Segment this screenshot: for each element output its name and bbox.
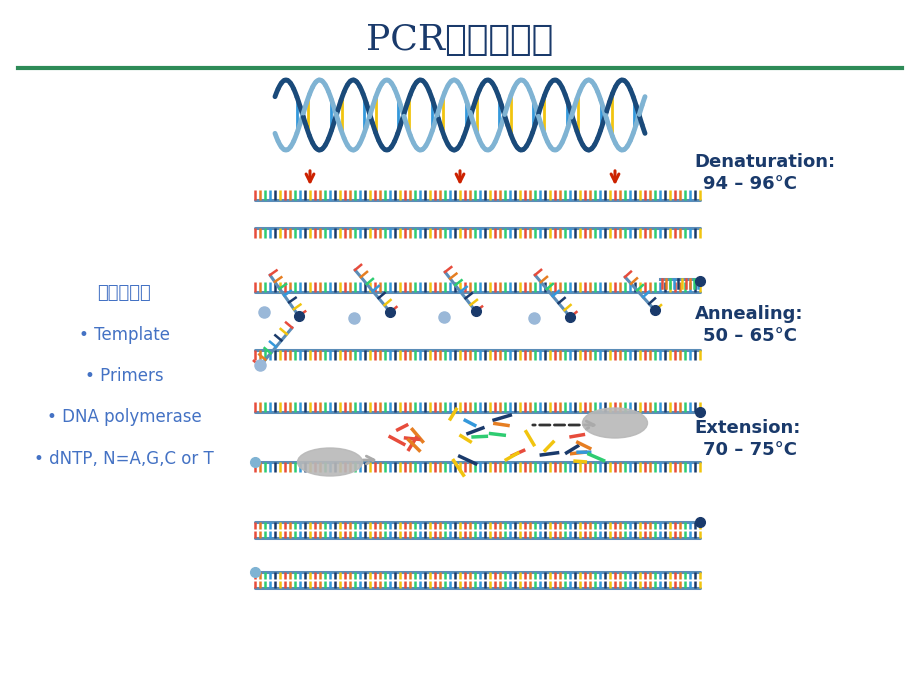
- Ellipse shape: [297, 448, 362, 476]
- Text: • DNA polymerase: • DNA polymerase: [47, 408, 201, 426]
- Text: • Primers: • Primers: [85, 367, 164, 385]
- Text: PCR：基本原理: PCR：基本原理: [366, 23, 553, 57]
- Text: Denaturation:: Denaturation:: [694, 153, 834, 171]
- Text: 基本要素：: 基本要素：: [97, 284, 151, 302]
- Text: Annealing:: Annealing:: [694, 305, 802, 323]
- Text: 94 – 96°C: 94 – 96°C: [702, 175, 796, 193]
- Text: • Template: • Template: [79, 326, 169, 344]
- Ellipse shape: [582, 408, 647, 438]
- Text: Extension:: Extension:: [694, 419, 800, 437]
- Text: 70 – 75°C: 70 – 75°C: [702, 441, 796, 459]
- Text: 50 – 65°C: 50 – 65°C: [702, 327, 796, 345]
- Text: • dNTP, N=A,G,C or T: • dNTP, N=A,G,C or T: [34, 450, 214, 468]
